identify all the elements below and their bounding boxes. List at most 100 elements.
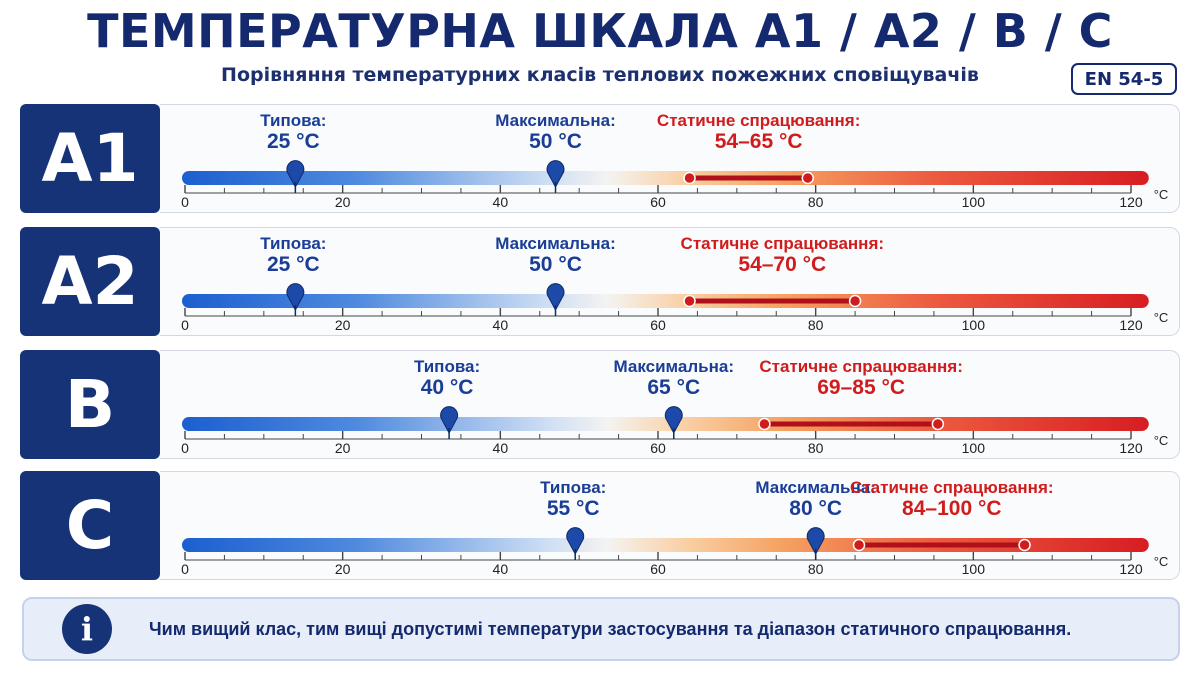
- unit-label: °C: [1154, 554, 1169, 569]
- max-marker-icon: [806, 527, 825, 560]
- max-label-name: Максимальна:: [755, 478, 876, 497]
- class-row-b: B 0 20 40 60 80 100 120 °C Типова: 40 °C Максимальн…: [20, 350, 1180, 459]
- info-text: Чим вищий клас, тим вищі допустимі темпе…: [149, 618, 1072, 639]
- class-label: A2: [20, 227, 160, 336]
- tick-label: 40: [493, 440, 509, 456]
- class-row-a1: A1 0 20 40 60 80 100 120 °C Типова: 25 °C Максималь…: [20, 104, 1180, 213]
- tick-label: 40: [493, 561, 509, 577]
- tick-label: 120: [1119, 440, 1143, 456]
- page-subtitle: Порівняння температурних класів теплових…: [221, 64, 979, 86]
- unit-label: °C: [1154, 187, 1169, 202]
- static-label-value: 69–85 °C: [817, 376, 906, 400]
- gradient-bar: [182, 538, 1149, 552]
- class-label: A1: [20, 104, 160, 213]
- max-label: Максимальна: 80 °C: [755, 478, 875, 521]
- info-icon: i: [62, 604, 112, 654]
- typical-label-name: Типова:: [260, 234, 327, 253]
- static-label: Статичне спрацювання: 69–85 °C: [759, 357, 962, 400]
- gradient-bar: [182, 417, 1149, 431]
- max-label-name: Максимальна:: [613, 357, 734, 376]
- tick-label: 0: [181, 194, 189, 210]
- typical-label: Типова: 55 °C: [540, 478, 606, 521]
- static-label: Статичне спрацювання: 54–70 °C: [681, 234, 884, 277]
- tick-label: 40: [493, 317, 509, 333]
- scale-panel: 0 20 40 60 80 100 120 °C Типова: 25 °C Максимальна…: [160, 104, 1180, 213]
- temperature-scale: 0 20 40 60 80 100 120 °C: [181, 160, 1169, 210]
- static-label-name: Статичне спрацювання:: [850, 478, 1054, 497]
- unit-label: °C: [1154, 310, 1169, 325]
- page-title: ТЕМПЕРАТУРНА ШКАЛА A1 / A2 / B / C: [87, 4, 1113, 58]
- typical-marker-icon: [286, 160, 305, 193]
- static-range-endpoint: [1018, 538, 1031, 552]
- max-label-value: 50 °C: [529, 130, 582, 154]
- typical-label-value: 25 °C: [266, 253, 320, 277]
- tick-label: 80: [808, 440, 824, 456]
- tick-label: 80: [808, 317, 824, 333]
- static-range-endpoint: [931, 417, 945, 431]
- typical-marker-icon: [566, 527, 585, 560]
- tick-label: 20: [335, 317, 351, 333]
- max-label: Максимальна: 65 °C: [614, 357, 734, 400]
- typical-label: Типова: 40 °C: [414, 357, 480, 400]
- tick-label: 60: [650, 317, 666, 333]
- tick-label: 20: [335, 561, 351, 577]
- tick-label: 0: [181, 317, 189, 333]
- max-label: Максимальна: 50 °C: [495, 234, 615, 277]
- class-label: B: [20, 350, 160, 459]
- max-label: Максимальна: 50 °C: [495, 111, 615, 154]
- tick-label: 120: [1119, 317, 1143, 333]
- tick-label: 20: [335, 194, 351, 210]
- static-range-endpoint: [801, 171, 815, 185]
- scale-panel: 0 20 40 60 80 100 120 °C Типова: 55 °C Максимальна…: [160, 471, 1180, 580]
- typical-label-name: Типова:: [540, 478, 607, 497]
- scale-panel: 0 20 40 60 80 100 120 °C Типова: 40 °C Максимальна…: [160, 350, 1180, 459]
- static-range-endpoint: [683, 294, 696, 308]
- max-label-name: Максимальна:: [495, 234, 616, 253]
- tick-label: 100: [962, 194, 986, 210]
- max-label-value: 50 °C: [529, 253, 582, 277]
- static-label-value: 54–70 °C: [738, 253, 827, 277]
- static-range-endpoint: [683, 171, 696, 185]
- tick-label: 120: [1119, 194, 1143, 210]
- standard-badge: EN 54-5: [1071, 63, 1177, 95]
- typical-label: Типова: 25 °C: [260, 234, 326, 277]
- static-range-endpoint: [758, 417, 771, 431]
- typical-label: Типова: 25 °C: [260, 111, 326, 154]
- max-label-name: Максимальна:: [495, 111, 616, 130]
- scale-panel: 0 20 40 60 80 100 120 °C Типова: 25 °C Максимальна…: [160, 227, 1180, 336]
- static-label-name: Статичне спрацювання:: [656, 111, 861, 130]
- gradient-bar: [182, 171, 1149, 185]
- tick-label: 60: [650, 194, 666, 210]
- typical-label-name: Типова:: [413, 357, 481, 376]
- tick-label: 100: [962, 561, 986, 577]
- info-panel: i Чим вищий клас, тим вищі допустимі тем…: [22, 597, 1180, 661]
- gradient-bar: [182, 294, 1149, 308]
- typical-marker-icon: [440, 406, 459, 439]
- temperature-scale: 0 20 40 60 80 100 120 °C: [181, 283, 1169, 333]
- unit-label: °C: [1154, 433, 1169, 448]
- class-row-a2: A2 0 20 40 60 80 100 120 °C Типова: 25 °C Максималь…: [20, 227, 1180, 336]
- tick-label: 20: [335, 440, 351, 456]
- max-marker-icon: [546, 160, 565, 193]
- max-marker-icon: [546, 283, 565, 316]
- static-label-name: Статичне спрацювання:: [680, 234, 885, 253]
- tick-label: 0: [181, 440, 189, 456]
- static-label-value: 54–65 °C: [714, 130, 803, 154]
- class-label: C: [20, 471, 160, 580]
- static-label-value: 84–100 °C: [902, 497, 1002, 521]
- static-label: Статичне спрацювання: 84–100 °C: [850, 478, 1053, 521]
- tick-label: 80: [808, 194, 824, 210]
- tick-label: 60: [650, 440, 666, 456]
- temperature-scale: 0 20 40 60 80 100 120 °C: [181, 527, 1169, 577]
- max-label-value: 65 °C: [647, 376, 701, 400]
- typical-marker-icon: [286, 283, 305, 316]
- tick-label: 100: [962, 440, 986, 456]
- tick-label: 100: [962, 317, 986, 333]
- tick-label: 80: [808, 561, 824, 577]
- typical-label-value: 25 °C: [266, 130, 320, 154]
- temperature-scale: 0 20 40 60 80 100 120 °C: [181, 406, 1169, 456]
- static-range-endpoint: [848, 294, 862, 308]
- tick-label: 120: [1119, 561, 1143, 577]
- tick-label: 0: [181, 561, 189, 577]
- tick-label: 60: [650, 561, 666, 577]
